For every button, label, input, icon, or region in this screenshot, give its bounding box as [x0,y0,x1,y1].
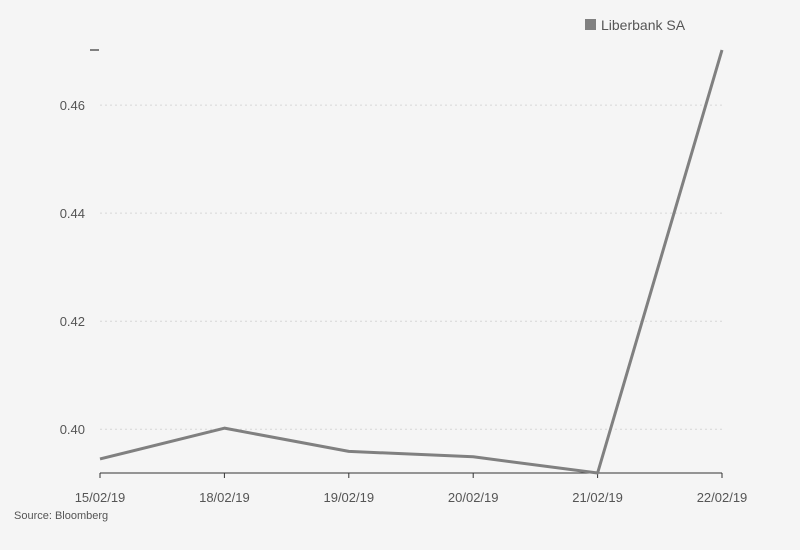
x-tick-label: 19/02/19 [323,490,374,505]
x-tick-label: 15/02/19 [75,490,126,505]
x-axis: 15/02/19 18/02/19 19/02/19 20/02/19 21/02/19… [75,472,748,505]
source-note: Source: Bloomberg [14,510,109,522]
legend: Liberbank SA [585,17,686,33]
x-tick-label: 18/02/19 [199,490,250,505]
y-tick-label: 0.46 [60,98,85,113]
legend-swatch [585,19,596,30]
x-tick-label: 20/02/19 [448,490,499,505]
y-tick-label: 0.40 [60,422,85,437]
legend-label: Liberbank SA [601,17,686,33]
x-tick-label: 21/02/19 [572,490,623,505]
series-line [99,49,724,475]
series-layer [99,49,724,475]
gridlines [100,104,722,430]
y-tick-label: 0.42 [60,314,85,329]
x-tick-label: 22/02/19 [697,490,748,505]
y-axis: 0.40 0.42 0.44 0.46 [60,49,99,437]
y-tick-label: 0.44 [60,206,85,221]
